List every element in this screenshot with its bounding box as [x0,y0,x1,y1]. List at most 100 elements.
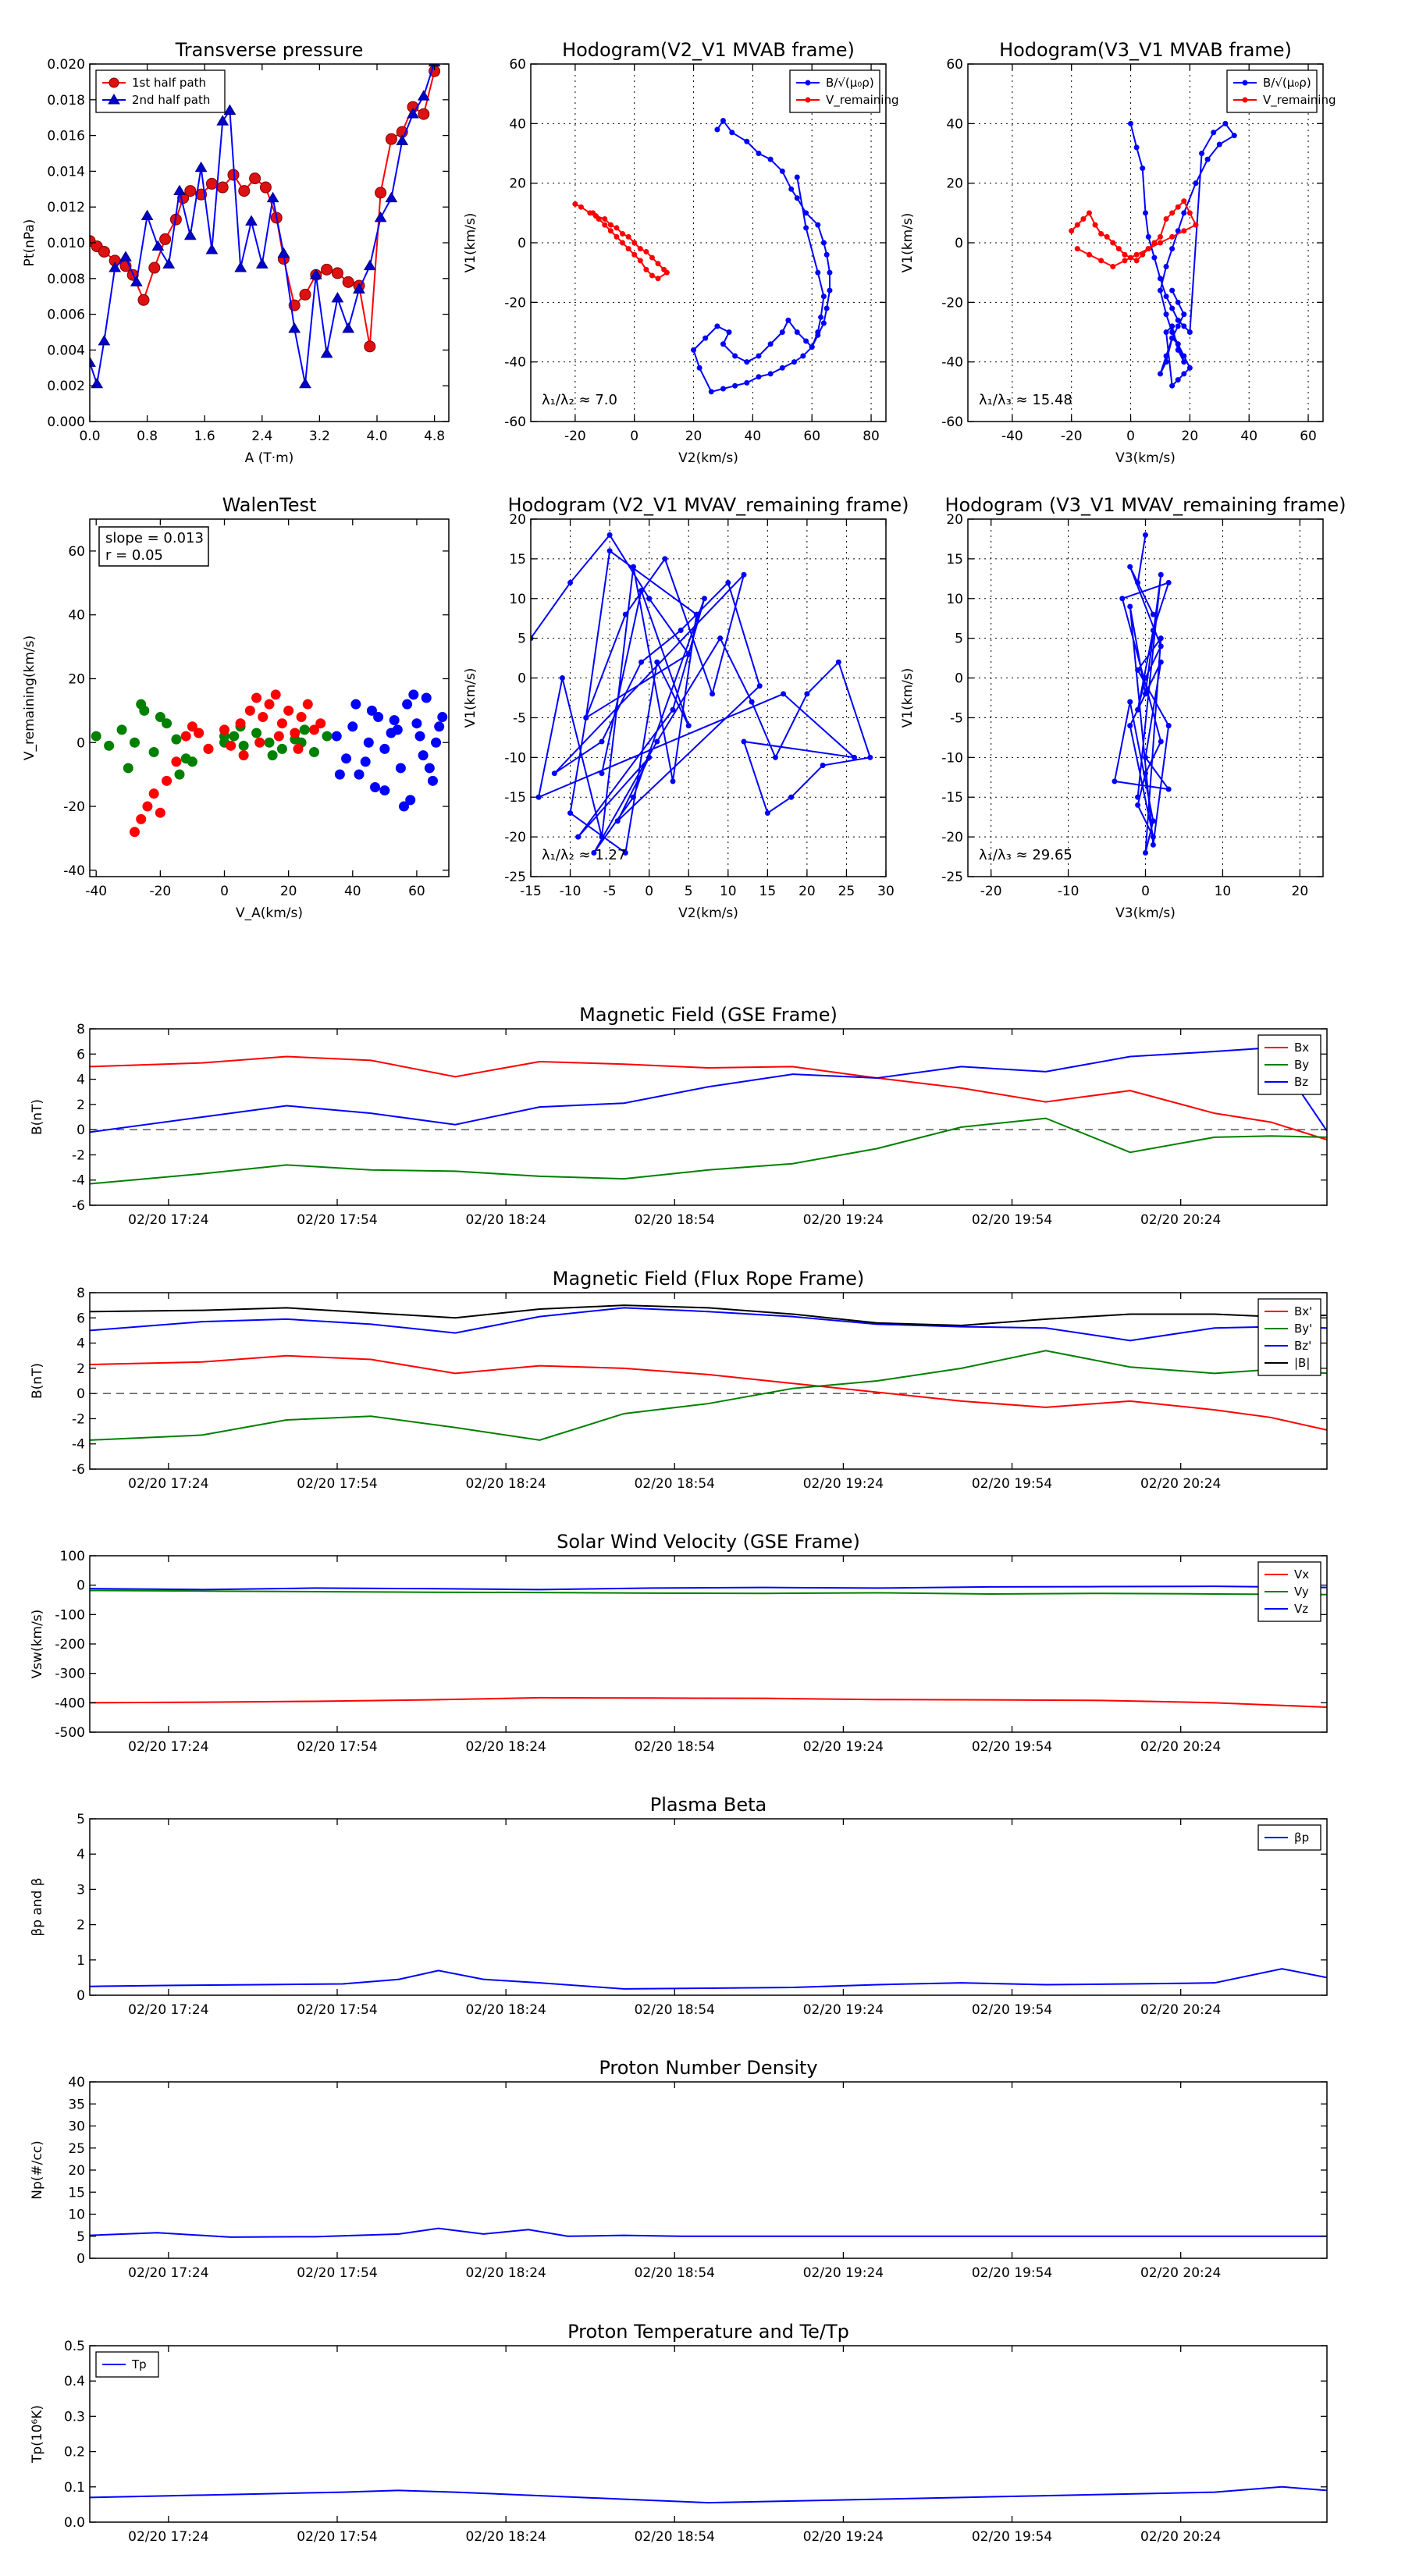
data-point [726,329,732,335]
legend-box [95,69,226,113]
data-point [820,294,827,300]
data-point [1157,233,1163,240]
data-point [427,775,438,786]
data-point [1165,786,1172,792]
data-point [1150,841,1156,848]
chart-title: Hodogram (V2_V1 MVAV_remaining frame) [507,494,909,516]
data-point [399,801,409,812]
data-point [249,173,261,185]
data-point [823,305,830,311]
data-point [148,747,159,758]
data-point [259,181,272,194]
data-point [1216,141,1222,148]
data-point [276,743,287,754]
legend-marker [108,94,120,105]
data-point [405,795,416,806]
y-tick-label: 15 [946,552,963,568]
y-tick-label: 6 [76,1047,85,1062]
data-area [1069,120,1237,389]
data-point [781,691,787,697]
data-point [655,276,661,282]
data-point [258,712,269,723]
data-point [203,743,214,754]
data-point [643,266,649,272]
y-tick-label: -10 [504,750,526,766]
data-point [244,705,255,716]
data-point [254,737,265,748]
data-point [1211,130,1217,136]
data-point [1181,210,1187,216]
data-point [288,322,301,333]
data-area [90,2485,1327,2504]
data-point [264,737,275,748]
data-point [184,185,197,197]
data-point [309,747,319,758]
x-tick-label: 02/20 19:54 [972,1476,1052,1492]
series-line-βp [90,1968,1327,1990]
data-point [360,756,371,767]
chart-ts6: Proton Temperature and Te/Tp 02/20 17:24 0… [30,2321,1328,2545]
data-point [1128,120,1134,126]
chart-ts5: Proton Number Density 02/20 17:24 02/20 17… [30,2057,1328,2281]
data-point [729,130,735,136]
y-tick-label: 60 [946,57,963,73]
data-point [614,233,620,240]
data-point [171,756,182,767]
x-tick-label: 40 [1240,429,1257,444]
x-tick-label: 0.0 [79,429,100,444]
x-tick-label: -15 [520,884,542,899]
y-tick-label: 0.012 [47,200,85,215]
data-point [309,269,322,279]
data-point [91,377,104,389]
legend-label: V_remaining [826,93,899,108]
x-tick-label: -20 [149,884,171,899]
y-tick-label: 0.0 [64,2515,85,2531]
plot-frame [89,1028,1328,1206]
legend-label: Vx [1294,1567,1309,1582]
y-tick-label: -300 [55,1667,85,1682]
data-point [379,785,390,796]
data-point [1115,246,1122,252]
data-point [710,691,716,697]
data-point [630,794,636,800]
series-line-V [1113,535,1171,853]
data-point [116,724,127,735]
annotation-text: λ₁/λ₃ ≈ 29.65 [979,847,1072,863]
data-point [764,810,770,817]
data-point [302,699,313,710]
data-point [363,259,376,271]
x-tick-label: 02/20 19:24 [803,1476,884,1492]
data-point [1086,251,1092,258]
x-tick-label: 02/20 19:54 [972,2002,1052,2018]
data-point [1150,834,1156,840]
data-point [701,596,707,602]
data-point [1143,691,1148,697]
plot-frame [530,518,887,877]
data-point [1175,299,1181,305]
y-tick-label: -15 [504,790,526,806]
chart-ts4: Plasma Beta 02/20 17:24 02/20 17:54 02/20 1… [30,1794,1328,2018]
data-point [1175,228,1181,234]
data-point [137,294,150,306]
y-tick-label: -4 [72,1173,85,1189]
y-tick-label: -25 [941,870,963,885]
y-tick-label: 0.000 [47,415,85,430]
y-tick-label: 0 [518,236,526,251]
series-line-By [90,1117,1327,1185]
data-point [219,724,229,735]
data-point [827,269,833,276]
x-tick-label: 15 [759,884,777,899]
data-point [421,692,432,703]
x-tick-label: 02/20 19:24 [803,2265,884,2281]
legend-label: B/√(μ₀ρ) [1263,76,1311,90]
data-point [98,334,111,346]
data-point [1175,377,1181,383]
x-tick-label: 02/20 17:54 [297,1212,377,1228]
series-line-B/√(μ₀ρ) [1129,122,1236,388]
data-point [309,724,319,735]
x-tick-label: 02/20 20:24 [1140,1212,1221,1228]
series-line-B/√(μ₀ρ) [692,119,831,393]
data-point [791,359,797,365]
data-point [1133,144,1140,151]
x-axis-label: V3(km/s) [1115,906,1176,921]
